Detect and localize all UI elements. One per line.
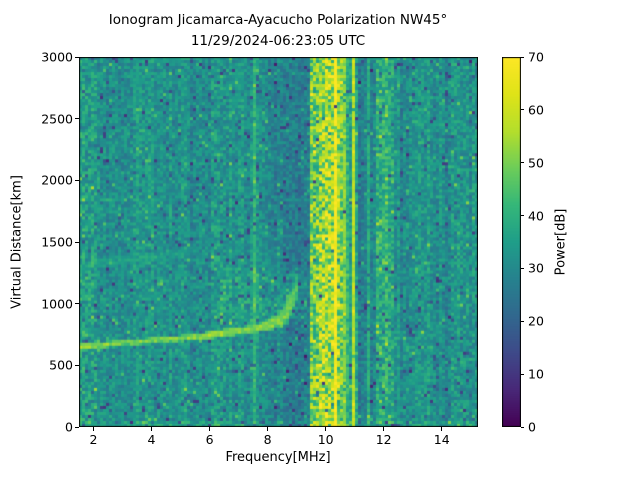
y-tick-label: 1500 — [41, 234, 73, 250]
x-axis-label: Frequency[MHz] — [225, 450, 331, 465]
colorbar-tick-label: 30 — [528, 260, 544, 276]
colorbar-tick-mark — [521, 373, 524, 375]
x-tick-mark — [267, 427, 269, 431]
colorbar-tick-mark — [521, 215, 524, 217]
x-tick-label: 12 — [375, 432, 392, 447]
colorbar-tick-label: 20 — [528, 313, 544, 329]
y-tick-label: 2000 — [41, 172, 73, 188]
colorbar-tick-label: 50 — [528, 155, 544, 171]
colorbar-tick-mark — [521, 162, 524, 164]
colorbar-tick-label: 60 — [528, 102, 544, 118]
colorbar-tick-mark — [521, 267, 524, 269]
x-tick-label: 8 — [263, 432, 272, 447]
y-tick-mark — [75, 364, 79, 366]
x-tick-mark — [93, 427, 94, 431]
colorbar-tick-mark — [521, 109, 524, 111]
y-tick-label: 2500 — [41, 111, 73, 127]
x-tick-label: 10 — [317, 432, 334, 447]
colorbar-tick-mark — [521, 56, 524, 58]
y-tick-mark — [75, 426, 79, 428]
y-tick-label: 1000 — [41, 296, 73, 312]
x-tick-mark — [325, 427, 327, 431]
colorbar-tick-mark — [521, 320, 524, 322]
colorbar-tick-label: 70 — [528, 49, 544, 65]
y-tick-label: 500 — [49, 357, 73, 373]
colorbar-tick-label: 10 — [528, 366, 544, 382]
x-tick-label: 6 — [205, 432, 214, 447]
colorbar — [502, 57, 521, 427]
y-tick-label: 3000 — [41, 49, 73, 65]
y-tick-mark — [75, 118, 79, 120]
x-tick-mark — [151, 427, 153, 431]
ionogram-heatmap — [79, 57, 478, 427]
colorbar-tick-label: 0 — [528, 419, 536, 435]
x-tick-mark — [383, 427, 385, 431]
y-tick-mark — [75, 56, 79, 58]
x-tick-label: 2 — [89, 432, 98, 447]
x-tick-label: 4 — [147, 432, 156, 447]
chart-title: Ionogram Jicamarca-Ayacucho Polarization… — [108, 12, 448, 28]
y-tick-label: 0 — [65, 419, 73, 435]
chart-subtitle: 11/29/2024-06:23:05 UTC — [190, 33, 366, 49]
x-tick-label: 14 — [433, 432, 450, 447]
y-tick-mark — [75, 179, 79, 181]
x-tick-mark — [441, 427, 443, 431]
colorbar-label: Power[dB] — [553, 208, 569, 276]
y-axis-label: Virtual Distance[km] — [9, 175, 25, 309]
y-tick-mark — [75, 303, 79, 305]
x-tick-mark — [209, 427, 211, 431]
y-tick-mark — [75, 241, 79, 243]
colorbar-tick-mark — [521, 426, 524, 428]
colorbar-tick-label: 40 — [528, 208, 544, 224]
